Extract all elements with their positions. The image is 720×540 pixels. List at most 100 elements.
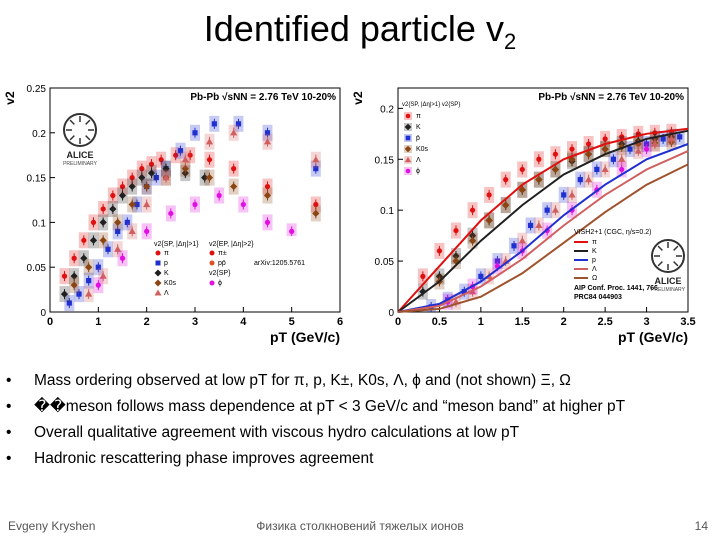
legend-label: π (416, 113, 421, 120)
x-tick-label: 0 (47, 316, 53, 328)
footer-author: Evgeny Kryshen (8, 519, 96, 533)
alice-logo-ring (651, 239, 685, 273)
y-tick-label: 0.05 (375, 257, 395, 268)
x-tick-label: 4 (240, 316, 247, 328)
data-point (139, 166, 145, 172)
data-point (634, 147, 642, 154)
legend-label: K0s (416, 146, 429, 153)
alice-logo-spoke (85, 135, 91, 141)
data-point (569, 146, 575, 152)
data-point (81, 237, 87, 243)
legend-label: K0s (164, 280, 177, 287)
left-v2-plot: 0 1 2 3 4 5 6 0 0.05 0.1 0.15 0.2 0.25 pT (GeV/c) v2 Pb… (3, 76, 350, 348)
model-curve (397, 143, 689, 313)
data-point (503, 177, 509, 183)
data-point (187, 152, 193, 158)
data-point (99, 272, 107, 279)
x-tick-label: 3.5 (680, 316, 695, 328)
data-point (128, 227, 136, 234)
data-point (634, 140, 642, 148)
bullet-dot: • (6, 424, 12, 441)
model-curve (397, 129, 689, 313)
footer-course-title: Физика столкновений тяжелых ионов (256, 519, 464, 533)
data-point (143, 182, 151, 191)
x-tick-label: 1 (95, 316, 101, 328)
legend-marker (209, 280, 215, 286)
data-point (264, 219, 271, 225)
data-point (527, 222, 534, 229)
x-tick-label: 2 (561, 316, 567, 328)
legend-label: π± (218, 250, 227, 257)
data-point (206, 157, 213, 163)
data-point (71, 255, 77, 261)
data-point (601, 165, 609, 173)
data-point (168, 210, 174, 217)
data-point (544, 207, 550, 213)
slide-title-text: Identified particle v (203, 8, 504, 49)
alice-logo-spoke (69, 119, 75, 125)
data-point (158, 157, 164, 163)
bullet-item: • Hadronic rescattering phase improves ag… (6, 448, 706, 474)
data-point (115, 228, 121, 234)
alice-logo-spoke (657, 245, 663, 251)
bullet-text: Overall qualitative agreement with visco… (34, 424, 520, 441)
data-point (577, 177, 583, 183)
data-point (143, 200, 151, 208)
data-point (230, 129, 238, 136)
slide-title-subscript: 2 (503, 29, 517, 55)
data-point (519, 166, 525, 173)
x-tick-label: 3 (644, 316, 650, 328)
y-tick-label: 0.15 (375, 155, 395, 166)
y-tick-label: 0 (388, 308, 394, 319)
legend-marker (154, 269, 162, 277)
legend-marker (154, 279, 162, 287)
legend-marker (405, 135, 411, 141)
y-tick-label: 0 (40, 308, 46, 319)
alice-logo-text: ALICE (655, 276, 682, 286)
data-point (129, 175, 135, 181)
alice-logo-text: ALICE (67, 150, 94, 160)
data-point (478, 273, 484, 279)
alice-logo-subtext: PRELIMINARY (651, 287, 685, 293)
data-point (192, 130, 198, 136)
data-point (128, 182, 136, 191)
left-plot-svg: 0 1 2 3 4 5 6 0 0.05 0.1 0.15 0.2 0.25 pT (GeV/c) v2 Pb… (3, 84, 343, 345)
data-point (119, 255, 126, 261)
plot-header: Pb-Pb √sNN = 2.76 TeV 10-20% (190, 92, 336, 103)
data-point (181, 156, 189, 163)
data-point (461, 289, 467, 295)
y-tick-label: 0.1 (32, 218, 46, 229)
bullet-dot: • (6, 398, 12, 415)
model-curve (397, 163, 689, 313)
data-point (177, 148, 184, 154)
data-point (494, 258, 501, 264)
data-point (420, 273, 426, 279)
data-point (134, 201, 140, 208)
legend-label: Λ (416, 157, 421, 164)
legend-marker (405, 113, 411, 119)
data-point (85, 263, 93, 271)
legend-marker (405, 168, 411, 174)
data-point (312, 156, 320, 163)
data-point (453, 227, 459, 234)
legend-background (152, 236, 304, 306)
bullet-item: • Overall qualitative agreement with visc… (6, 422, 706, 448)
data-point (99, 218, 107, 226)
legend-marker (209, 250, 215, 256)
data-point (643, 146, 650, 152)
data-point (99, 236, 107, 244)
data-point (61, 273, 68, 279)
data-points (59, 115, 321, 312)
data-point (594, 166, 600, 173)
model-legend-label: p (592, 257, 596, 264)
legend-label: ϕ (416, 168, 420, 175)
model-curve (397, 127, 689, 313)
y-tick-label: 0.15 (27, 174, 47, 185)
legend-marker (155, 250, 161, 256)
x-tick-label: 0.5 (432, 316, 447, 328)
data-point (86, 278, 92, 284)
model-curve (397, 150, 689, 313)
legend-label: Λ (164, 290, 169, 297)
data-point (264, 130, 271, 136)
legend-label: p̄ (416, 135, 420, 142)
